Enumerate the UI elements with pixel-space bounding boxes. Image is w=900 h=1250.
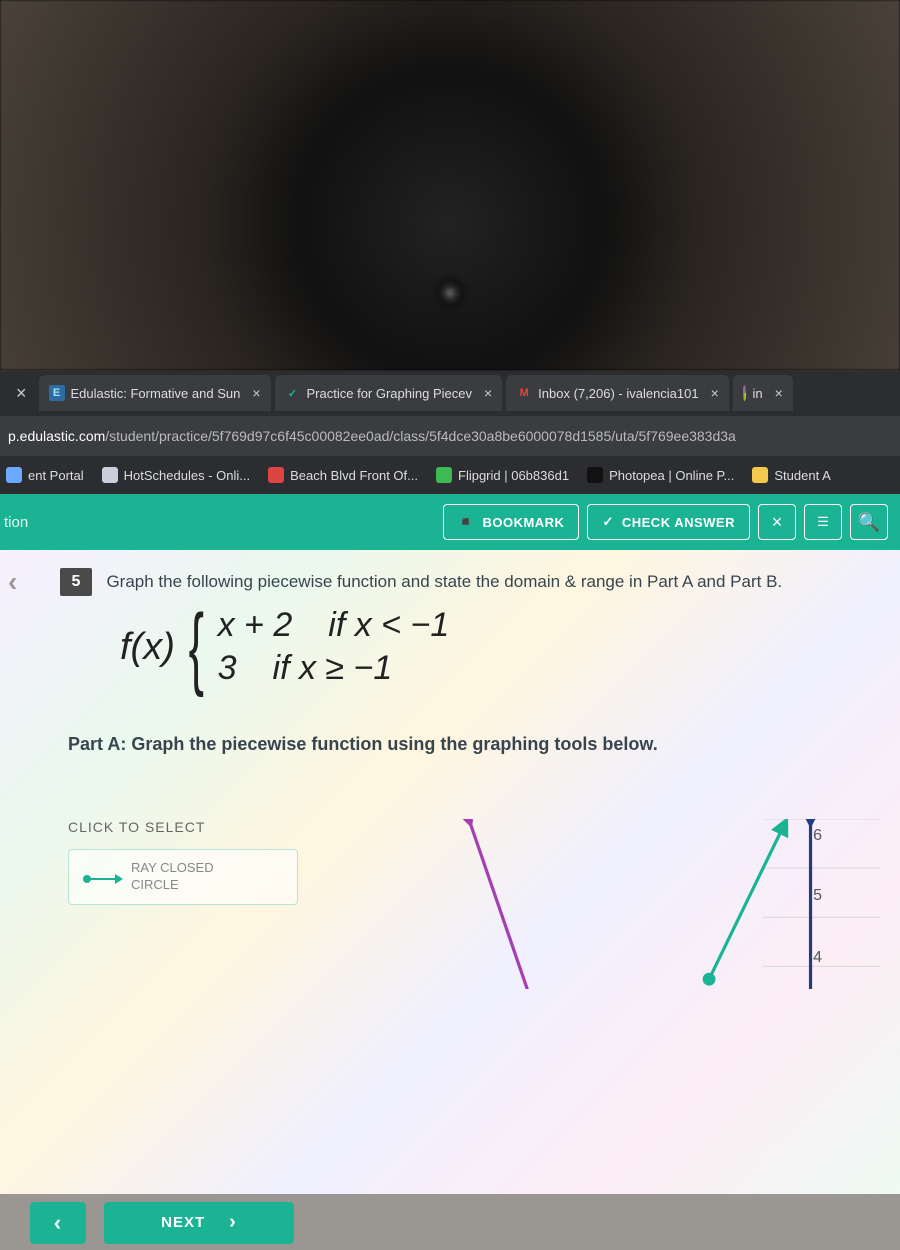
chevron-right-icon: › <box>229 1211 237 1234</box>
tool-title: CLICK TO SELECT <box>68 819 368 835</box>
prev-button[interactable]: ‹ <box>30 1202 86 1244</box>
check-answer-button[interactable]: ✓ CHECK ANSWER <box>587 504 750 540</box>
favicon: E <box>49 385 65 401</box>
appbar-title-fragment: tion <box>0 514 28 531</box>
close-tab-icon[interactable]: × <box>6 383 37 404</box>
url-domain: p.edulastic.com <box>8 428 105 444</box>
bookmark-item-5[interactable]: Student A <box>752 467 830 483</box>
webcam <box>437 280 463 306</box>
tab-title: Edulastic: Formative and Sun <box>71 386 241 401</box>
bookmark-label: Photopea | Online P... <box>609 468 734 483</box>
grid-label-4: 4 <box>813 949 822 967</box>
bookmark-favicon <box>587 467 603 483</box>
bookmark-item-3[interactable]: Flipgrid | 06b836d1 <box>436 467 569 483</box>
bookmark-label: HotSchedules - Onli... <box>124 468 250 483</box>
browser-tabstrip: × E Edulastic: Formative and Sun × ✓ Practic… <box>0 370 900 416</box>
graph-preview[interactable]: 6 5 4 <box>378 819 880 989</box>
bookmark-label: Student A <box>774 468 830 483</box>
bookmark-label: Flipgrid | 06b836d1 <box>458 468 569 483</box>
bookmark-icon: ◾ <box>458 514 475 530</box>
browser-tab-2[interactable]: M Inbox (7,206) - ivalencia101 × <box>506 375 729 411</box>
piecewise-function: f(x) { x + 2if x < −1 3if x ≥ −1 <box>120 606 880 688</box>
bookmark-favicon <box>436 467 452 483</box>
preview-svg <box>378 819 880 989</box>
edulastic-icon: ✓ <box>285 385 301 401</box>
question-prompt: Graph the following piecewise function a… <box>106 568 782 592</box>
close-question-button[interactable]: × <box>758 504 796 540</box>
tool-label: RAY CLOSEDCIRCLE <box>131 860 214 894</box>
grid-label-6: 6 <box>813 827 822 845</box>
gmail-icon: M <box>516 385 532 401</box>
fx-label: f(x) <box>120 626 175 669</box>
tab-title: in <box>752 386 762 401</box>
url-bar[interactable]: p.edulastic.com/student/practice/5f769d9… <box>0 416 900 456</box>
browser-tab-1[interactable]: ✓ Practice for Graphing Piecev × <box>275 375 503 411</box>
bookmark-favicon <box>752 467 768 483</box>
tab-close-icon[interactable]: × <box>705 385 719 401</box>
brace-icon: { <box>189 612 204 682</box>
bookmark-item-0[interactable]: ent Portal <box>6 467 84 483</box>
bookmark-label: BOOKMARK <box>482 515 564 530</box>
bookmark-item-2[interactable]: Beach Blvd Front Of... <box>268 467 418 483</box>
zoom-button[interactable]: 🔍 <box>850 504 888 540</box>
bookmark-item-1[interactable]: HotSchedules - Onli... <box>102 467 250 483</box>
check-icon: ✓ <box>602 514 613 530</box>
next-button[interactable]: NEXT › <box>104 1202 294 1244</box>
question-number: 5 <box>60 568 92 596</box>
bookmark-bar: ent Portal HotSchedules - Onli... Beach Bl… <box>0 456 900 494</box>
back-chevron[interactable]: ‹ <box>8 566 17 598</box>
bookmark-favicon <box>6 467 22 483</box>
tab-close-icon[interactable]: × <box>769 385 783 401</box>
browser-tab-0[interactable]: E Edulastic: Formative and Sun × <box>39 375 271 411</box>
bookmark-label: ent Portal <box>28 468 84 483</box>
bookmark-favicon <box>102 467 118 483</box>
bookmark-label: Beach Blvd Front Of... <box>290 468 418 483</box>
browser-tab-3[interactable]: in × <box>733 375 793 411</box>
ray-closed-icon <box>83 872 117 882</box>
bookmark-button[interactable]: ◾ BOOKMARK <box>443 504 580 540</box>
piecewise-row: x + 2if x < −1 <box>218 606 450 645</box>
grid-label-5: 5 <box>813 887 822 905</box>
laptop-photo-bg <box>0 0 900 370</box>
url-path: /student/practice/5f769d97c6f45c00082ee0… <box>105 428 736 444</box>
tool-card-ray-closed[interactable]: RAY CLOSEDCIRCLE <box>68 849 298 905</box>
tab-close-icon[interactable]: × <box>246 385 260 401</box>
part-a-text: Part A: Graph the piecewise function usi… <box>68 734 880 755</box>
tab-title: Inbox (7,206) - ivalencia101 <box>538 386 698 401</box>
check-answer-label: CHECK ANSWER <box>622 515 735 530</box>
edulastic-appbar: tion ◾ BOOKMARK ✓ CHECK ANSWER × ☰ 🔍 <box>0 494 900 550</box>
question-content: ‹ 5 Graph the following piecewise functi… <box>0 550 900 1194</box>
piecewise-row: 3if x ≥ −1 <box>218 649 450 688</box>
bookmark-item-4[interactable]: Photopea | Online P... <box>587 467 734 483</box>
bottom-nav: ‹ NEXT › <box>0 1194 900 1250</box>
google-icon <box>743 385 747 401</box>
next-label: NEXT <box>161 1214 205 1231</box>
bookmark-favicon <box>268 467 284 483</box>
calculator-button[interactable]: ☰ <box>804 504 842 540</box>
tab-close-icon[interactable]: × <box>478 385 492 401</box>
tab-title: Practice for Graphing Piecev <box>307 386 472 401</box>
